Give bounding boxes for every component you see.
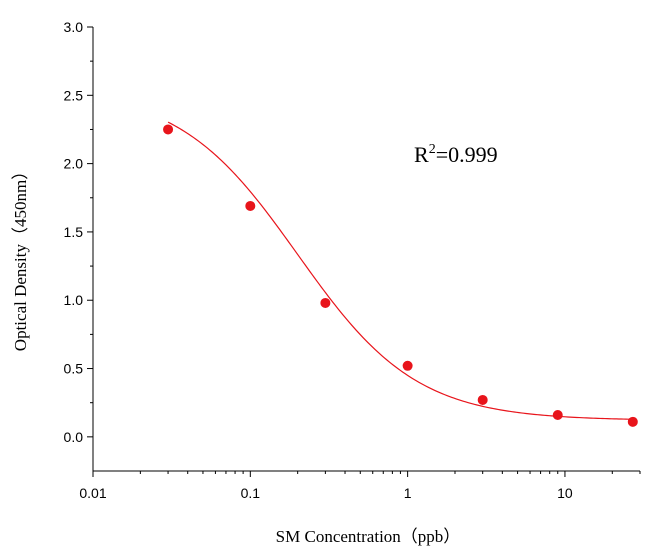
y-tick-label: 1.0 (64, 292, 84, 308)
y-tick-label: 1.5 (64, 224, 84, 240)
r-squared-superscript: 2 (429, 142, 436, 157)
data-point (627, 416, 638, 427)
axes: 0.0 0.5 1.0 1.5 2.0 2.5 3.0 0.01 0.1 1 10 (64, 19, 641, 501)
y-tick-label: 2.5 (64, 87, 84, 103)
r-squared-value: =0.999 (436, 142, 498, 167)
y-tick-label: 2.0 (64, 156, 84, 172)
r-squared-base: R (414, 142, 429, 167)
data-point (477, 394, 488, 405)
y-tick-label: 3.0 (64, 19, 84, 35)
y-axis-ticks: 0.0 0.5 1.0 1.5 2.0 2.5 3.0 (64, 19, 93, 445)
data-point (163, 124, 174, 135)
data-points (163, 124, 638, 427)
x-tick-label: 1 (404, 485, 412, 501)
x-tick-label: 10 (557, 485, 573, 501)
y-tick-label: 0.5 (64, 361, 84, 377)
x-axis-title: SM Concentration（ppb） (276, 527, 461, 546)
y-tick-label: 0.0 (64, 429, 84, 445)
data-point (245, 200, 256, 211)
data-point (402, 360, 413, 371)
data-point (320, 297, 331, 308)
data-point (552, 409, 563, 420)
y-axis-title: Optical Density（450nm） (11, 163, 30, 351)
x-axis-ticks: 0.01 0.1 1 10 (79, 471, 641, 501)
x-tick-label: 0.01 (79, 485, 106, 501)
x-tick-label: 0.1 (241, 485, 261, 501)
r-squared-annotation: R2=0.999 (414, 142, 498, 167)
fit-curve (167, 121, 633, 420)
